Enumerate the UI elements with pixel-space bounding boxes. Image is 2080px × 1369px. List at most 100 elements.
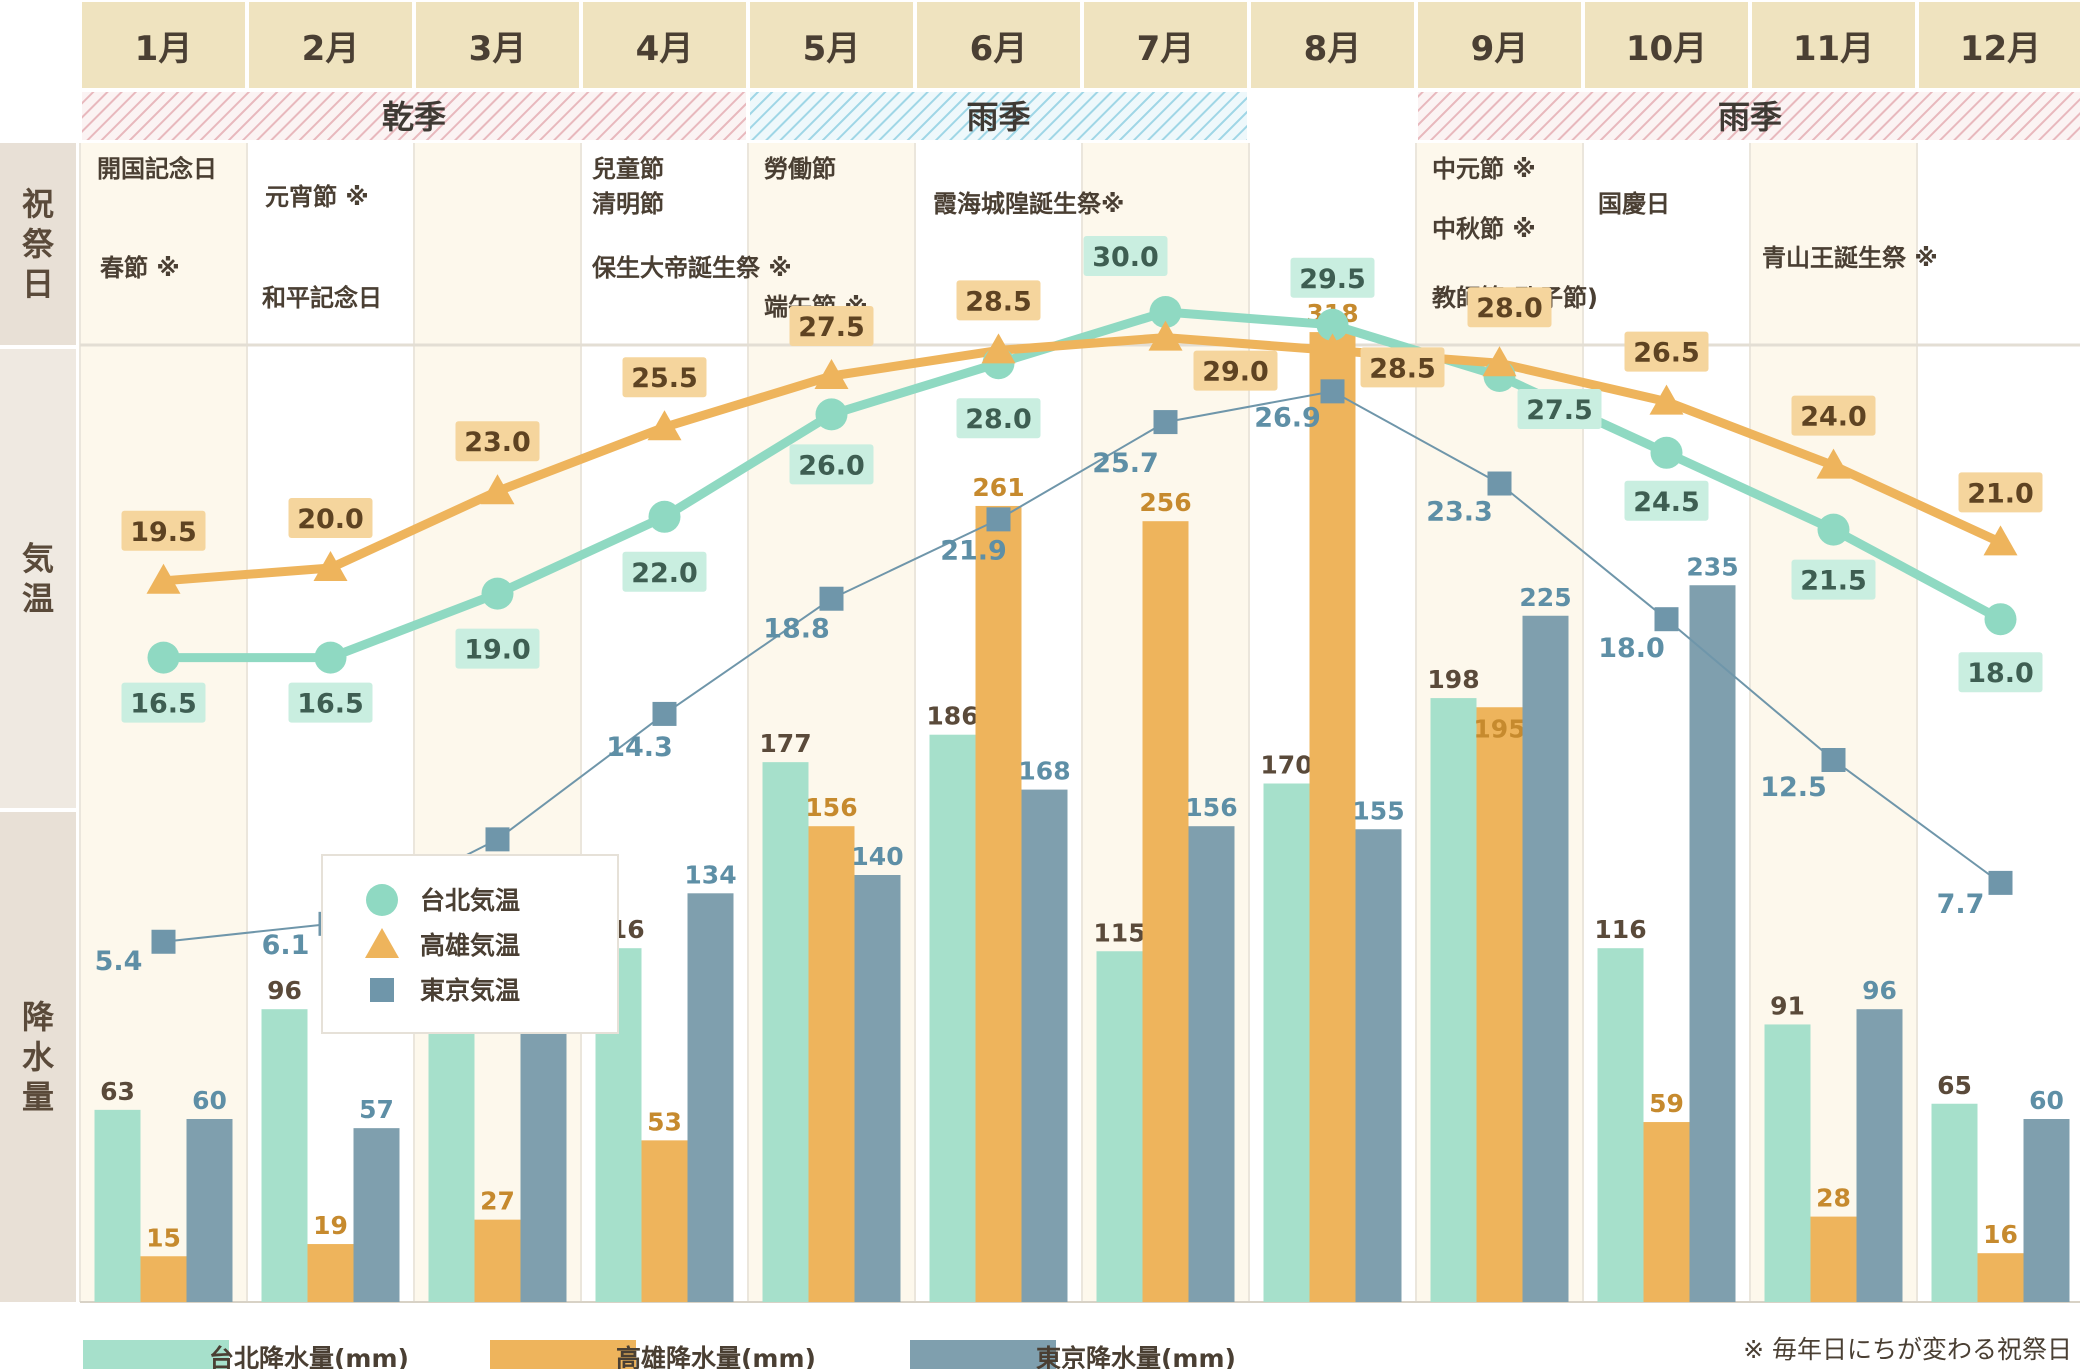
taipei-temp-label: 16.5	[130, 689, 197, 720]
rain-value-label: 96	[267, 976, 302, 1005]
festival-name: 春節 ※	[100, 254, 180, 282]
rain-bar	[428, 981, 475, 1302]
taipei-temp-label-box	[1624, 480, 1709, 521]
kaohsiung-temp-label-box	[622, 357, 707, 398]
kaohsiung-temp-label-box	[956, 280, 1041, 321]
tokyo-temp-label: 6.1	[262, 930, 310, 961]
taipei-temp-label: 16.5	[297, 689, 364, 720]
rain-legend-swatch	[83, 1340, 229, 1369]
season-label: 雨季	[966, 98, 1030, 136]
month-label: 11月	[1793, 29, 1874, 69]
rain-value-label: 57	[359, 1095, 394, 1124]
season-band	[82, 92, 746, 140]
month-label: 1月	[135, 29, 193, 69]
kaohsiung-temp-label: 20.0	[297, 504, 364, 535]
taipei-temp-label: 29.5	[1299, 264, 1366, 295]
festival-name: 霞海城隍誕生祭※	[933, 190, 1124, 218]
season-label: 雨季	[1718, 98, 1782, 136]
rain-bar	[186, 1119, 233, 1302]
month-label: 2月	[302, 29, 360, 69]
kaohsiung-temp-marker	[1816, 448, 1851, 479]
legend-label: 高雄気温	[420, 931, 520, 960]
rain-value-label: 63	[100, 1077, 135, 1106]
rain-bar	[2023, 1119, 2070, 1302]
rain-bar	[641, 1140, 688, 1302]
festival-name: 中秋節 ※	[1432, 215, 1536, 243]
month-label: 6月	[970, 29, 1028, 69]
taipei-temp-marker	[815, 398, 848, 431]
festival-name: 青山王誕生祭 ※	[1762, 244, 1938, 272]
festival-name: 清明節	[592, 190, 664, 218]
kaohsiung-temp-label-box	[1791, 395, 1876, 436]
tokyo-temp-label: 14.3	[606, 732, 673, 763]
rain-value-label: 59	[1649, 1089, 1684, 1118]
taipei-temp-label: 28.0	[965, 404, 1032, 435]
kaohsiung-temp-marker	[1482, 346, 1517, 377]
legend-square-icon	[370, 978, 394, 1002]
rain-bar	[1764, 1024, 1811, 1302]
rain-bar	[854, 875, 901, 1302]
tokyo-temp-marker	[151, 929, 176, 954]
taipei-temp-label-box	[1791, 559, 1876, 600]
rain-value-label: 235	[1686, 552, 1738, 581]
taipei-temp-label: 30.0	[1092, 242, 1159, 273]
rain-value-label: 156	[805, 793, 857, 822]
festival-name: 勞働節	[764, 155, 836, 183]
month-cell	[750, 2, 913, 88]
kaohsiung-temp-label-box	[121, 510, 206, 551]
rain-bar	[1355, 829, 1402, 1302]
rain-value-label: 116	[1594, 915, 1646, 944]
row-label-festival: 祝祭日	[22, 185, 55, 303]
tokyo-temp-marker	[1320, 379, 1345, 404]
kaohsiung-temp-marker	[1148, 320, 1183, 351]
tokyo-temp-marker	[1153, 410, 1178, 435]
rain-bar	[94, 1109, 141, 1302]
festival-name: 国慶日	[1598, 190, 1670, 218]
rain-bar	[687, 893, 734, 1302]
tokyo-temp-label: 23.3	[1426, 497, 1493, 528]
kaohsiung-temp-label: 21.0	[1967, 478, 2034, 509]
kaohsiung-temp-label-box	[1958, 472, 2043, 513]
legend-circle-icon	[366, 884, 398, 916]
rain-bar	[762, 762, 809, 1302]
row-label-temperature: 気温	[22, 540, 54, 618]
rain-bar	[975, 505, 1022, 1302]
tokyo-temp-marker	[819, 586, 844, 611]
taipei-temp-marker	[1316, 308, 1349, 341]
rain-bar	[261, 1009, 308, 1302]
rain-value-label: 256	[1139, 488, 1191, 517]
month-cell	[1084, 2, 1247, 88]
taipei-temp-label: 24.5	[1633, 487, 1700, 518]
season-band	[750, 92, 1247, 140]
rain-bar	[1430, 698, 1477, 1302]
taipei-temp-marker	[1817, 513, 1850, 546]
kaohsiung-temp-label-box	[1360, 347, 1445, 388]
rain-value-label: 19	[313, 1211, 348, 1240]
month-label: 10月	[1626, 29, 1707, 69]
taipei-temp-label: 18.0	[1967, 658, 2034, 689]
rain-bar	[1021, 789, 1068, 1302]
month-cell	[917, 2, 1080, 88]
taipei-temp-label-box	[956, 398, 1041, 439]
kaohsiung-temp-marker	[814, 359, 849, 389]
taipei-temp-label-box	[1958, 652, 2043, 693]
month-label: 3月	[469, 29, 527, 69]
rain-value-label: 134	[684, 860, 736, 889]
kaohsiung-temp-label-box	[1624, 331, 1709, 372]
rain-legend-label: 東京降水量(mm)	[1036, 1344, 1236, 1369]
rain-value-label: 140	[851, 842, 903, 871]
rain-bar	[1522, 615, 1569, 1302]
season-bands: 乾季 雨季 雨季	[82, 92, 2080, 140]
tokyo-temp-marker	[986, 507, 1011, 532]
tokyo-temp-marker	[1988, 870, 2013, 895]
kaohsiung-temp-label: 27.5	[798, 312, 865, 343]
rain-bar	[1096, 951, 1143, 1302]
kaohsiung-temp-label: 29.0	[1202, 357, 1269, 388]
kaohsiung-temp-label: 23.0	[464, 427, 531, 458]
bottom-legend: 台北降水量(mm) 高雄降水量(mm) 東京降水量(mm) ※ 毎年日にちが変わる祝祭…	[83, 1335, 2072, 1369]
rain-value-label: 155	[1352, 796, 1404, 825]
